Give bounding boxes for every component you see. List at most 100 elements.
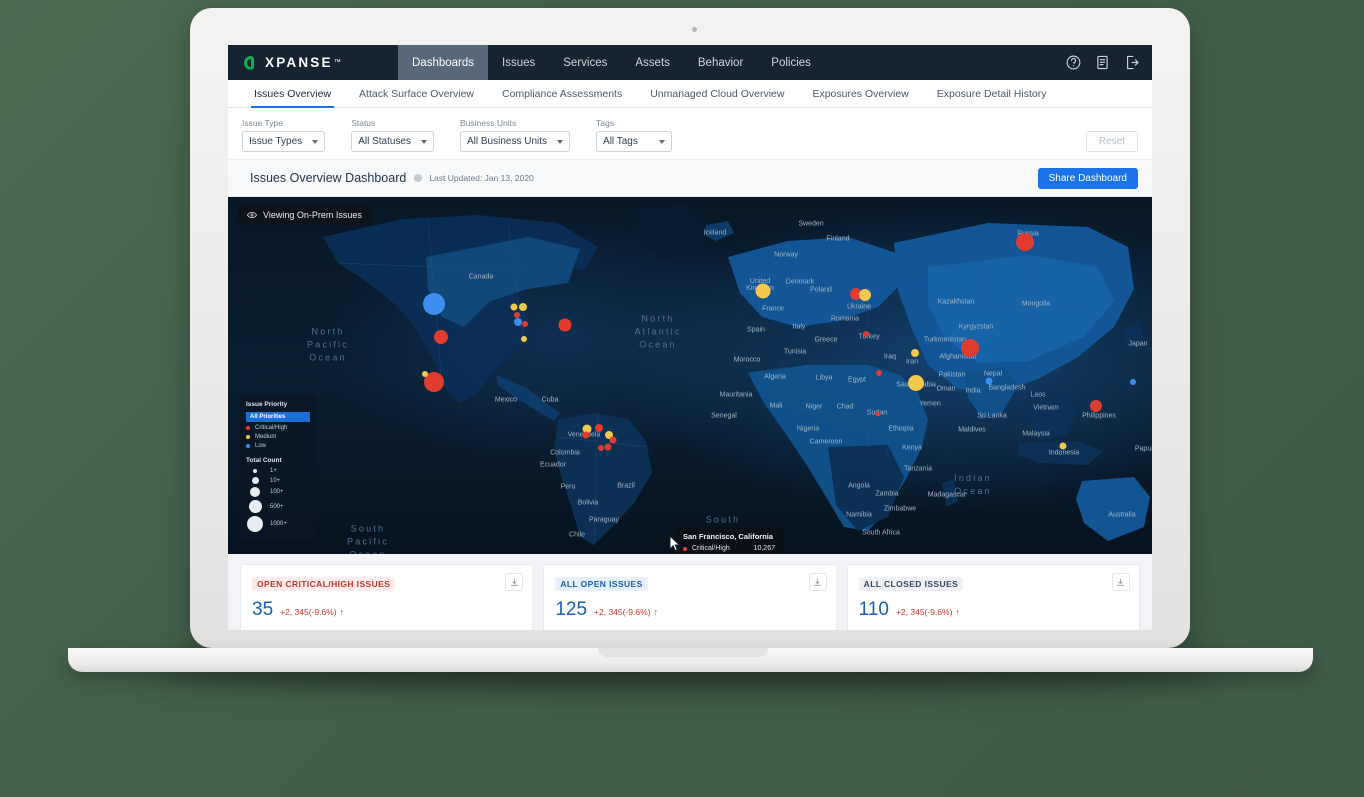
brand-logo[interactable]: XPANSE ™ xyxy=(228,45,398,80)
issue-marker[interactable] xyxy=(605,431,613,439)
card-open-critical-high-issues: OPEN CRITICAL/HIGH ISSUES 35 +2, 345(-9.… xyxy=(240,564,534,630)
legend-size-circle-icon xyxy=(248,500,262,513)
nav-item-services[interactable]: Services xyxy=(563,56,608,69)
share-dashboard-button[interactable]: Share Dashboard xyxy=(1037,168,1138,189)
legend-label-low: Low xyxy=(255,443,267,449)
issue-marker[interactable] xyxy=(558,318,572,332)
help-circle-icon[interactable] xyxy=(1065,54,1082,71)
sparkline-path xyxy=(581,629,831,630)
severity-dot-medium-icon xyxy=(246,435,250,439)
tab-exposures-overview[interactable]: Exposures Overview xyxy=(812,88,909,100)
nav-item-assets[interactable]: Assets xyxy=(635,56,670,69)
filter-tags: Tags All Tags xyxy=(596,118,673,152)
download-icon[interactable] xyxy=(1111,573,1130,591)
document-icon[interactable] xyxy=(1094,54,1111,71)
mouse-cursor-icon xyxy=(669,535,681,552)
issue-marker[interactable] xyxy=(1090,400,1102,412)
card-all-open-issues: ALL OPEN ISSUES 125 +2, 345(-9.6%) ↑ 400… xyxy=(543,564,837,630)
filter-status-value: All Statuses xyxy=(358,136,411,147)
issue-marker[interactable] xyxy=(519,303,527,311)
issue-marker[interactable] xyxy=(859,289,871,301)
trademark-symbol: ™ xyxy=(333,59,341,66)
laptop-base-notch xyxy=(598,648,768,657)
card-metric-closed: 110 +2, 345(-9.6%) ↑ xyxy=(859,599,1128,621)
world-map-panel[interactable]: Viewing On-Prem Issues North Pacific Ocean… xyxy=(228,197,1152,554)
nav-item-dashboards[interactable]: Dashboards xyxy=(398,45,489,80)
issue-marker[interactable] xyxy=(1059,442,1067,450)
tab-compliance-assessments[interactable]: Compliance Assessments xyxy=(502,88,623,100)
metric-value: 35 xyxy=(252,599,274,620)
severity-dot-low-icon xyxy=(246,444,250,448)
legend-size-circle-icon xyxy=(253,469,257,473)
trend-up-arrow-icon: ↑ xyxy=(339,607,345,617)
filter-issue-type: Issue Type Issue Types xyxy=(242,118,326,152)
issue-marker[interactable] xyxy=(863,331,869,337)
issue-marker[interactable] xyxy=(514,318,522,326)
webcam-dot xyxy=(692,27,697,32)
tab-attack-surface-overview[interactable]: Attack Surface Overview xyxy=(359,88,474,100)
issue-marker[interactable] xyxy=(908,375,924,391)
world-map-landmasses xyxy=(323,205,1150,546)
filter-issue-type-select[interactable]: Issue Types xyxy=(242,131,326,152)
browser-screen: XPANSE ™ Dashboards Issues Services Asse… xyxy=(228,45,1152,630)
issue-marker[interactable] xyxy=(422,371,428,377)
legend-item-medium[interactable]: Medium xyxy=(246,434,310,440)
issue-marker[interactable] xyxy=(514,312,520,318)
issue-marker[interactable] xyxy=(985,377,993,385)
issue-marker[interactable] xyxy=(961,339,979,357)
issue-marker[interactable] xyxy=(604,443,612,451)
reset-button[interactable]: Reset xyxy=(1085,131,1138,152)
map-tooltip: San Francisco, California Critical/High … xyxy=(676,527,782,554)
issue-marker[interactable] xyxy=(510,303,518,311)
issue-marker[interactable] xyxy=(876,370,882,376)
legend-count-label: 500+ xyxy=(270,503,284,510)
map-legend: Issue Priority All Priorities Critical/H… xyxy=(240,395,316,540)
issue-marker[interactable] xyxy=(595,424,603,432)
download-icon[interactable] xyxy=(505,573,524,591)
filter-tags-select[interactable]: All Tags xyxy=(596,131,673,152)
trend-up-arrow-icon: ↑ xyxy=(653,607,659,617)
tab-unmanaged-cloud-overview[interactable]: Unmanaged Cloud Overview xyxy=(650,88,785,100)
download-icon[interactable] xyxy=(808,573,827,591)
issue-marker[interactable] xyxy=(755,283,771,299)
trend-up-arrow-icon: ↑ xyxy=(955,607,960,617)
kpi-card-row: OPEN CRITICAL/HIGH ISSUES 35 +2, 345(-9.… xyxy=(228,554,1152,630)
issue-marker[interactable] xyxy=(582,424,592,434)
info-icon[interactable] xyxy=(414,174,423,182)
tab-issues-overview[interactable]: Issues Overview xyxy=(240,88,345,108)
issue-marker[interactable] xyxy=(1016,233,1034,251)
legend-item-critical[interactable]: Critical/High xyxy=(246,425,310,431)
legend-all-priorities[interactable]: All Priorities xyxy=(246,412,310,422)
card-all-closed-issues: ALL CLOSED ISSUES 110 +2, 345(-9.6%) ↑ 4… xyxy=(846,564,1140,630)
tooltip-title: San Francisco, California xyxy=(683,532,774,541)
filter-business-units-select[interactable]: All Business Units xyxy=(460,131,571,152)
legend-count-title: Total Count xyxy=(246,457,282,464)
legend-count-label: 1000+ xyxy=(270,521,287,527)
issue-marker[interactable] xyxy=(423,293,445,315)
metric-value: 125 xyxy=(555,599,588,620)
legend-priority-title: Issue Priority xyxy=(246,401,288,408)
legend-count-label: 100+ xyxy=(270,489,284,495)
issue-marker[interactable] xyxy=(609,436,617,444)
nav-item-issues[interactable]: Issues xyxy=(502,56,536,69)
issue-marker[interactable] xyxy=(582,431,590,439)
logout-icon[interactable] xyxy=(1123,54,1140,71)
issue-marker[interactable] xyxy=(521,336,527,342)
issue-marker[interactable] xyxy=(875,411,881,417)
nav-item-behavior[interactable]: Behavior xyxy=(697,56,744,69)
issue-marker[interactable] xyxy=(1130,379,1136,385)
viewing-mode-badge[interactable]: Viewing On-Prem Issues xyxy=(238,205,371,225)
chevron-down-icon xyxy=(421,139,427,144)
issue-marker[interactable] xyxy=(911,349,919,357)
tab-exposure-detail-history[interactable]: Exposure Detail History xyxy=(936,88,1047,100)
tooltip-value-critical: 10,267 xyxy=(753,545,775,552)
nav-item-policies[interactable]: Policies xyxy=(771,56,811,69)
issue-marker[interactable] xyxy=(522,321,528,327)
filter-status-select[interactable]: All Statuses xyxy=(351,131,434,152)
legend-size-circle-icon xyxy=(251,477,259,484)
legend-item-low[interactable]: Low xyxy=(246,443,310,449)
issue-marker[interactable] xyxy=(424,372,444,392)
viewing-mode-text: Viewing On-Prem Issues xyxy=(263,210,362,220)
issue-marker[interactable] xyxy=(434,330,448,344)
issue-marker[interactable] xyxy=(598,445,604,451)
